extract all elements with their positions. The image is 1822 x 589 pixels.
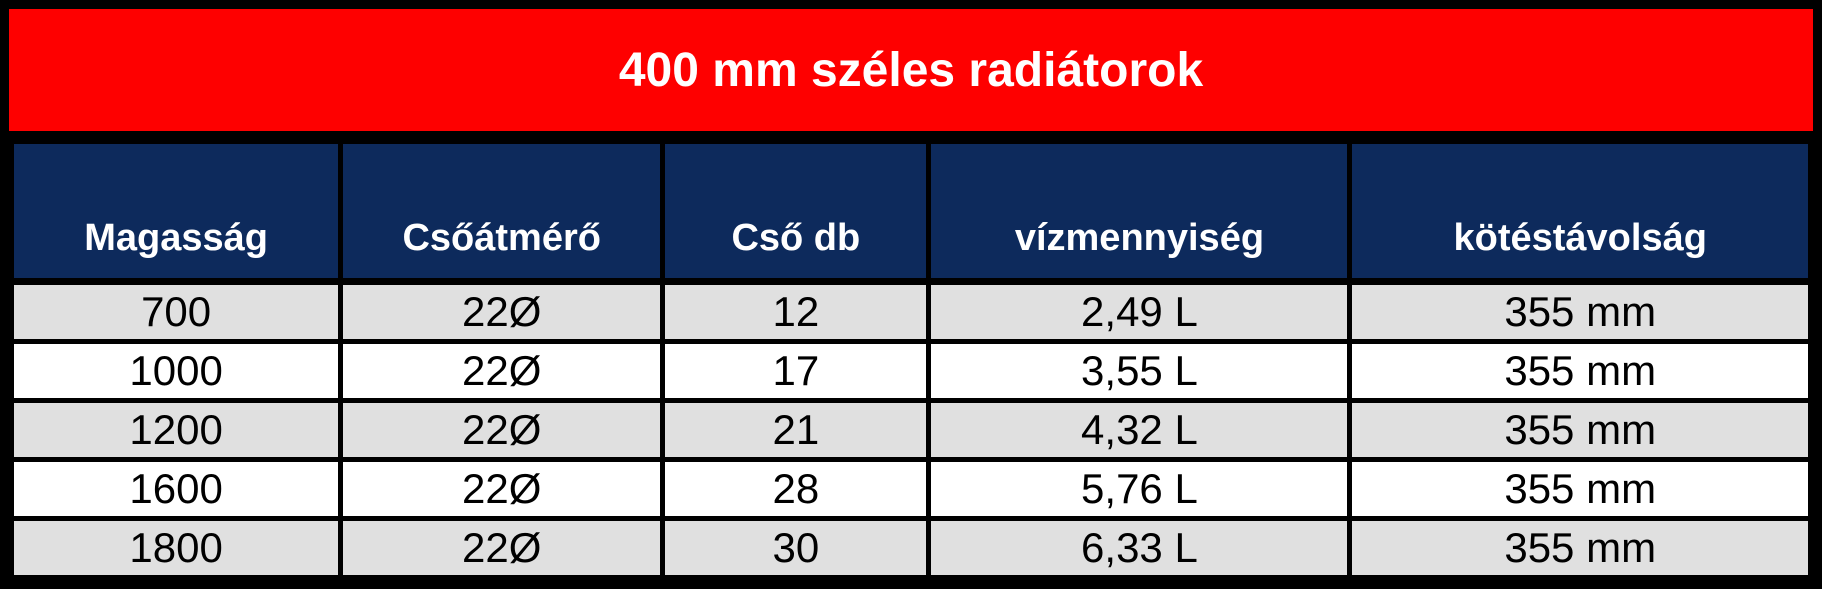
- table-body: 700 22Ø 12 2,49 L 355 mm 1000 22Ø 17 3,55 L 355 m…: [8, 278, 1813, 581]
- table-row: 1800 22Ø 30 6,33 L 355 mm: [8, 515, 1813, 581]
- table-cell: 22Ø: [338, 278, 666, 345]
- column-header-1: Magasság: [8, 139, 344, 285]
- table-cell: 17: [660, 339, 932, 404]
- table-cell: 1200: [8, 398, 344, 463]
- table-cell: 22Ø: [338, 457, 666, 521]
- table-cell: 12: [660, 278, 932, 345]
- table-cell: 355 mm: [1347, 398, 1813, 463]
- table-cell: 355 mm: [1347, 339, 1813, 404]
- column-header-4: vízmennyiség: [926, 139, 1353, 285]
- table-cell: 3,55 L: [926, 339, 1353, 404]
- column-header-3: Cső db: [660, 139, 932, 285]
- table-cell: 6,33 L: [926, 515, 1353, 581]
- table-cell: 1800: [8, 515, 344, 581]
- table-cell: 1000: [8, 339, 344, 404]
- table-cell: 22Ø: [338, 339, 666, 404]
- table-cell: 28: [660, 457, 932, 521]
- table-row: 1000 22Ø 17 3,55 L 355 mm: [8, 339, 1813, 404]
- column-header-2: Csőátmérő: [338, 139, 666, 285]
- table-cell: 355 mm: [1347, 515, 1813, 581]
- table-cell: 21: [660, 398, 932, 463]
- table-cell: 22Ø: [338, 515, 666, 581]
- table-cell: 1600: [8, 457, 344, 521]
- table-row: 1600 22Ø 28 5,76 L 355 mm: [8, 457, 1813, 521]
- column-header-5: kötéstávolság: [1347, 139, 1813, 285]
- table-cell: 30: [660, 515, 932, 581]
- table-cell: 4,32 L: [926, 398, 1353, 463]
- table-title-bar: 400 mm széles radiátorok: [9, 9, 1813, 131]
- table-cell: 22Ø: [338, 398, 666, 463]
- table-cell: 355 mm: [1347, 278, 1813, 345]
- table-row: 700 22Ø 12 2,49 L 355 mm: [8, 278, 1813, 345]
- table-row: 1200 22Ø 21 4,32 L 355 mm: [8, 398, 1813, 463]
- table-cell: 5,76 L: [926, 457, 1353, 521]
- table-cell: 2,49 L: [926, 278, 1353, 345]
- table-cell: 700: [8, 278, 344, 345]
- page-title: 400 mm széles radiátorok: [618, 43, 1204, 97]
- radiator-spec-table: Magasság Csőátmérő Cső db vízmennyiség kötés…: [8, 139, 1813, 581]
- header-row: Magasság Csőátmérő Cső db vízmennyiség kötés…: [8, 139, 1813, 285]
- table-cell: 355 mm: [1347, 457, 1813, 521]
